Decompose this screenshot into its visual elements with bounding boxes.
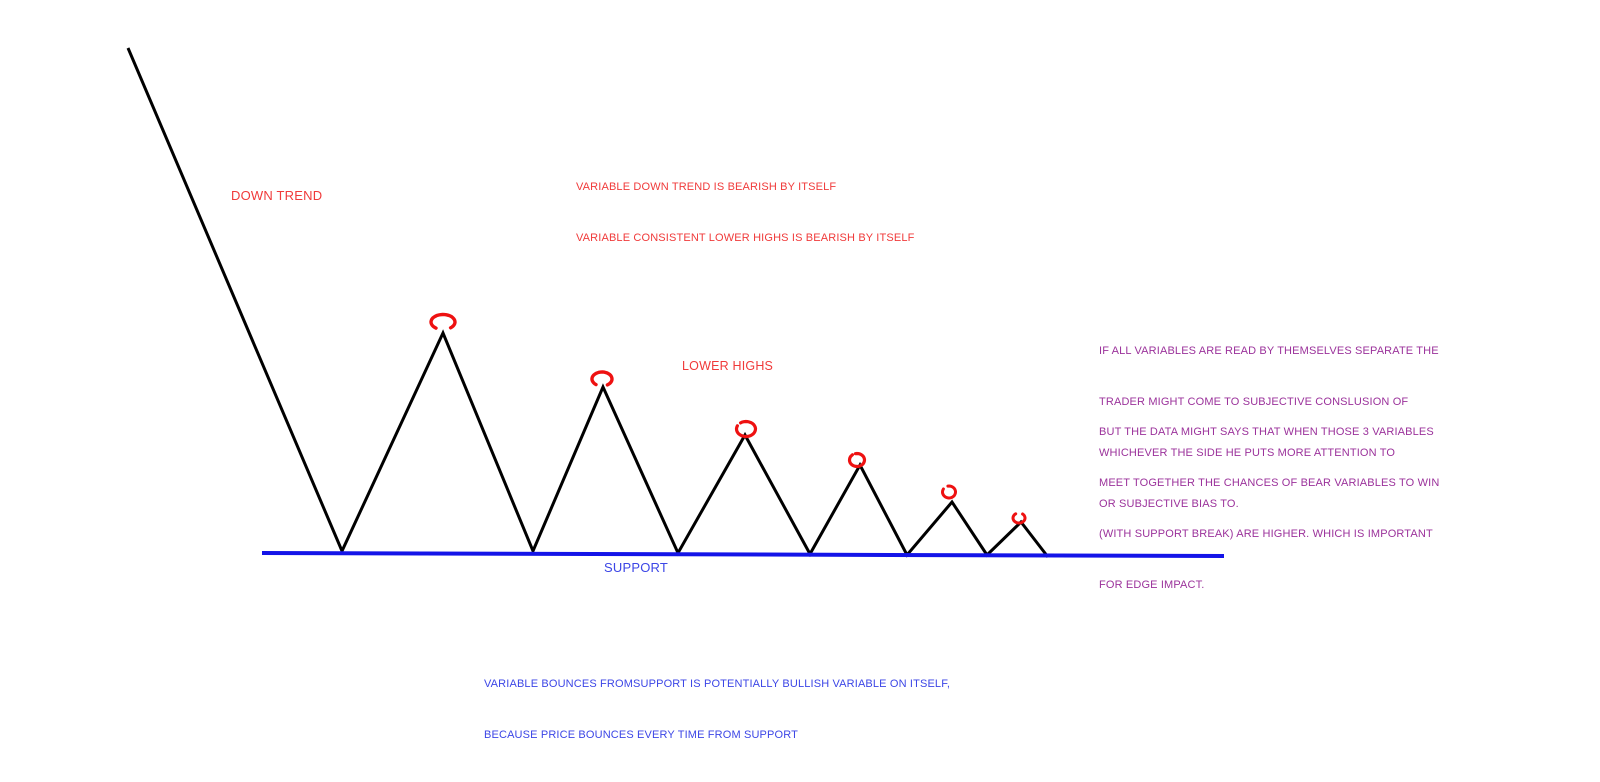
conclusion-note-1: IF ALL VARIABLES ARE READ BY THEMSELVES … <box>1099 309 1439 547</box>
bearish-note: VARIABLE DOWN TREND IS BEARISH BY ITSELF… <box>576 145 915 281</box>
support-label: SUPPORT <box>604 560 669 575</box>
peak-scribble-marker <box>940 484 957 500</box>
peak-scribble-marker <box>1011 512 1027 525</box>
bearish-note-line-1: VARIABLE DOWN TREND IS BEARISH BY ITSELF <box>576 181 837 193</box>
bullish-note: VARIABLE BOUNCES FROMSUPPORT IS POTENTIA… <box>484 642 950 778</box>
conclusion-2-line-1: BUT THE DATA MIGHT SAYS THAT WHEN THOSE … <box>1099 426 1434 438</box>
conclusion-2-line-3: (WITH SUPPORT BREAK) ARE HIGHER. WHICH I… <box>1099 528 1433 540</box>
lower-highs-label: LOWER HIGHS <box>682 359 774 373</box>
peak-scribble-marker <box>734 419 758 439</box>
conclusion-1-line-3: WHICHEVER THE SIDE HE PUTS MORE ATTENTIO… <box>1099 447 1396 459</box>
price-zigzag-line <box>126 47 1050 558</box>
support-line <box>261 551 1225 558</box>
bearish-note-line-2: VARIABLE CONSISTENT LOWER HIGHS IS BEARI… <box>576 232 915 244</box>
peak-scribble-marker <box>429 312 457 330</box>
peak-scribble-marker <box>847 451 867 469</box>
bullish-note-line-1: VARIABLE BOUNCES FROMSUPPORT IS POTENTIA… <box>484 678 951 690</box>
conclusion-2-line-2: MEET TOGETHER THE CHANCES OF BEAR VARIAB… <box>1099 477 1440 489</box>
conclusion-2-line-4: FOR EDGE IMPACT. <box>1099 579 1205 591</box>
bullish-note-line-2: BECAUSE PRICE BOUNCES EVERY TIME FROM SU… <box>484 729 799 741</box>
peak-scribble-marker <box>590 370 614 387</box>
conclusion-1-line-4: OR SUBJECTIVE BIAS TO. <box>1099 498 1239 510</box>
conclusion-1-line-1: IF ALL VARIABLES ARE READ BY THEMSELVES … <box>1099 345 1439 357</box>
down-trend-label: DOWN TREND <box>231 188 323 203</box>
conclusion-1-line-2: TRADER MIGHT COME TO SUBJECTIVE CONSLUSI… <box>1099 396 1409 408</box>
conclusion-note-2: BUT THE DATA MIGHT SAYS THAT WHEN THOSE … <box>1099 390 1439 628</box>
